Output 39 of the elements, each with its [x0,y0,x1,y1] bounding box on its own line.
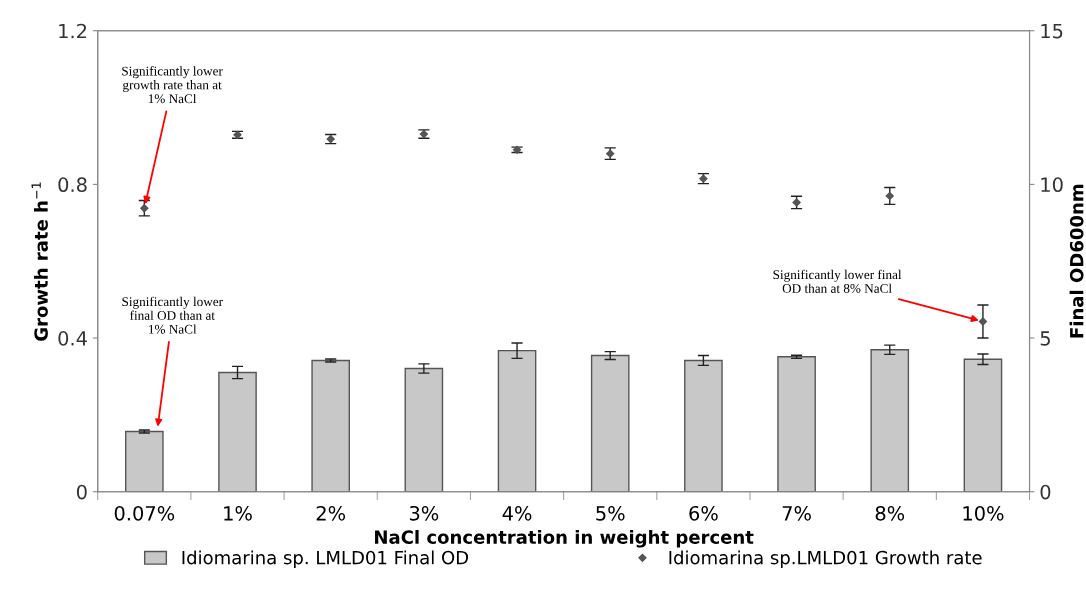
bar [684,359,723,492]
bar [870,349,910,492]
x-tick-label: 1% [224,505,252,521]
y2-tick-label: 15 [1041,23,1063,39]
bar [590,354,630,492]
x-tick-label: 7% [782,505,811,521]
y2-tick-label: 0 [1040,484,1051,500]
x-tick-label: 10% [963,505,1004,521]
bar [497,349,537,492]
y-tick-label: 0.4 [58,331,87,346]
y-tick-label: 1.2 [59,23,87,39]
annotation: Significantly lower final OD than at 8% NaCl [773,269,902,293]
y2-axis-title: Final OD600nm [1069,184,1084,338]
x-axis-title: NaCl concentration in weight percent [375,529,754,548]
bar [311,359,351,492]
bar [777,356,816,492]
x-tick-label: 0.07% [114,505,175,521]
x-tick-label: 3% [409,505,439,521]
legend-label: Idiomarina sp.LMLD01 Growth rate [669,550,982,568]
y2-tick-label: 10 [1041,177,1063,193]
x-tick-label: 4% [502,505,532,521]
y2-tick-label: 5 [1040,331,1050,346]
legend-label: Idiomarina sp. LMLD01 Final OD [182,550,469,568]
bar [124,430,164,492]
bar [963,358,1003,492]
point [885,191,894,201]
point [140,204,149,213]
x-tick-label: 5% [596,505,625,521]
y-tick-label: 0.8 [58,177,87,193]
annotation: Significantly lower final OD than at 1% NaCl [122,296,223,334]
annotation: Significantly lower growth rate than at 1% NaCl [122,66,223,104]
bar [218,371,257,492]
point [978,317,988,326]
x-tick-label: 2% [316,505,346,521]
x-tick-label: 6% [689,505,718,521]
y-tick-label: 0 [76,484,87,500]
bar [404,367,444,492]
y-axis-title: Growth rate h$^{−1}$ [31,182,48,341]
x-tick-label: 8% [875,505,905,521]
